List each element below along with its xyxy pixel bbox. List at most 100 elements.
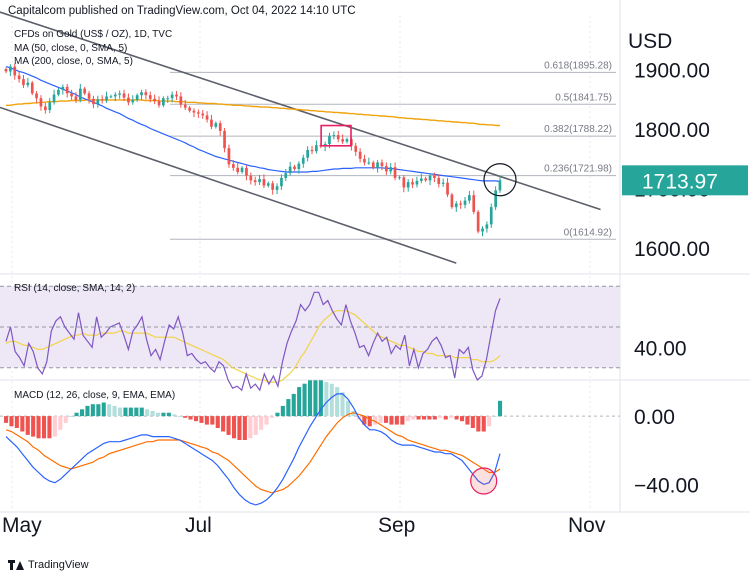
candle-body <box>485 224 489 229</box>
macd-histogram-bar <box>280 405 285 417</box>
x-axis-tick: Sep <box>378 514 415 537</box>
candle-body <box>284 173 288 178</box>
candle-body <box>245 167 248 176</box>
candle-body <box>197 112 200 114</box>
candle-body <box>92 98 95 105</box>
candle-body <box>271 183 274 190</box>
candle-body <box>113 94 117 97</box>
grid <box>11 16 591 510</box>
fib-label: 0.236(1721.98) <box>544 164 612 175</box>
macd-histogram-bar <box>427 416 432 420</box>
macd-histogram-bar <box>362 416 367 425</box>
macd-title: MACD (12, 26, close, 9, EMA, EMA) <box>14 390 175 401</box>
macd-histogram-bar <box>324 382 329 417</box>
fib-label: 0.382(1788.22) <box>544 124 612 135</box>
macd-histogram-bar <box>31 416 36 437</box>
candle-body <box>9 66 12 72</box>
macd-histogram-bar <box>232 416 237 439</box>
tradingview-brand: TradingView <box>28 559 89 571</box>
candle-body <box>153 98 156 102</box>
candle-body <box>363 158 366 163</box>
macd-histogram-bar <box>69 416 74 417</box>
candle-body <box>433 175 436 178</box>
candle-body <box>420 178 423 181</box>
candle-body <box>494 190 497 208</box>
annotations <box>320 124 517 197</box>
x-axis-tick: Jul <box>185 514 212 537</box>
candle-body <box>315 145 318 152</box>
legend-ma200: MA (200, close, 0, SMA, 5) <box>14 56 133 67</box>
last-price-tag <box>622 165 748 196</box>
price-axis-tick: 1800.00 <box>634 119 710 142</box>
macd-histogram-bar <box>242 416 247 440</box>
macd-histogram-bar <box>492 416 497 417</box>
macd-histogram-bar <box>172 414 177 417</box>
candle-body <box>87 93 91 99</box>
fib-label: 0.5(1841.75) <box>555 92 612 103</box>
macd-histogram-bar <box>346 400 351 417</box>
candle-body <box>131 99 135 103</box>
candle-body <box>218 123 222 131</box>
candle-body <box>39 98 43 107</box>
macd-histogram-bar <box>270 416 275 418</box>
macd-histogram-bar <box>248 416 253 439</box>
candle-body <box>13 66 17 76</box>
macd-histogram-bar <box>42 416 47 439</box>
macd-histogram-bar <box>221 416 226 432</box>
macd-histogram-bar <box>498 400 503 417</box>
candle-body <box>306 150 309 158</box>
candle-body <box>288 166 292 174</box>
candle-body <box>48 102 52 110</box>
rsi-line <box>5 291 501 392</box>
rsi-axis-tick: 40.00 <box>634 337 687 360</box>
macd-axis-tick: 0.00 <box>634 406 675 429</box>
ma50-series <box>5 66 501 183</box>
currency-label: USD <box>628 30 672 53</box>
macd-histogram-bar <box>411 416 416 420</box>
macd-histogram-bar <box>52 416 57 437</box>
candle-body <box>489 207 493 225</box>
candle-body <box>140 92 143 96</box>
macd-histogram-bar <box>286 399 291 417</box>
macd-histogram-bar <box>449 416 454 418</box>
candle-body <box>52 94 56 103</box>
macd-histogram-bar <box>183 416 188 418</box>
candle-body <box>26 82 30 86</box>
macd-histogram-bar <box>58 416 63 430</box>
macd-histogram-bar <box>405 416 410 422</box>
macd-histogram-bar <box>335 387 340 417</box>
candle-body <box>428 175 432 181</box>
candle-body <box>236 167 239 172</box>
macd-histogram-bar <box>177 416 182 417</box>
candle-body <box>266 183 270 186</box>
candle-body <box>402 177 406 188</box>
macd-histogram-bar <box>215 416 220 428</box>
macd-histogram-bar <box>465 416 470 425</box>
macd-signal-line <box>5 412 501 494</box>
candle-body <box>118 93 121 95</box>
macd-histogram-bar <box>454 416 459 420</box>
tradingview-logo[interactable]: TradingView <box>8 559 89 571</box>
candle-body <box>380 162 384 167</box>
candle-body <box>170 94 174 99</box>
macd-histogram-bar <box>199 416 204 423</box>
candle-body <box>232 164 235 168</box>
candle-body <box>188 107 191 111</box>
macd-histogram-bar <box>470 416 475 428</box>
macd-histogram-bar <box>118 407 123 417</box>
candle-body <box>415 180 419 185</box>
macd-axis-tick: −40.00 <box>634 474 699 497</box>
macd-histogram-bar <box>204 416 209 425</box>
rsi-ma-line <box>5 310 501 383</box>
candle-body <box>205 115 209 120</box>
candle-body <box>22 79 25 86</box>
candle-body <box>450 194 454 208</box>
macd-histogram-bar <box>302 383 307 417</box>
macd-histogram-bar <box>487 416 492 427</box>
candle-body <box>57 89 60 95</box>
candle-body <box>183 104 187 108</box>
x-axis-tick: May <box>2 514 42 537</box>
macd-histogram-bar <box>188 416 193 420</box>
candle-body <box>249 175 253 181</box>
